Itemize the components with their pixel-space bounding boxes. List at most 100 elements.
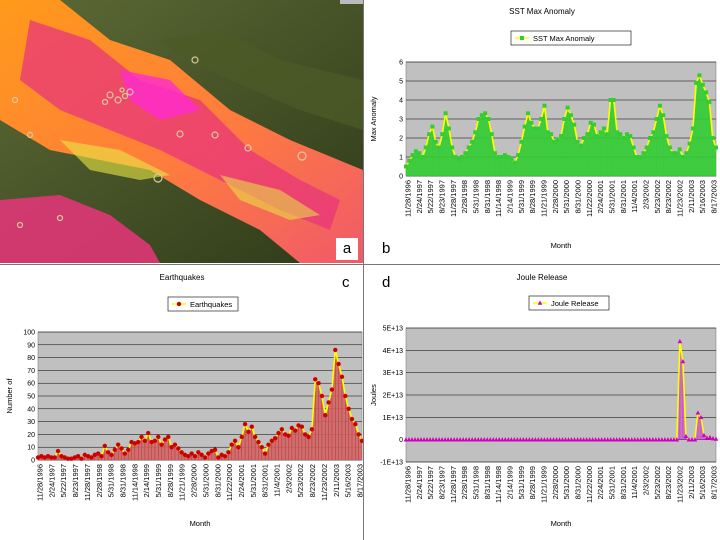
- data-point: [601, 126, 606, 131]
- y-tick-label: 3E+13: [383, 370, 404, 377]
- data-point: [119, 446, 124, 451]
- data-point: [296, 423, 301, 428]
- x-tick-label: 2/28/1998: [460, 180, 469, 213]
- data-point: [229, 442, 234, 447]
- data-point: [433, 437, 439, 442]
- southern-sea: [0, 195, 160, 263]
- data-point: [186, 453, 191, 459]
- data-point: [469, 139, 474, 144]
- data-point: [502, 153, 507, 158]
- x-tick-label: 11/28/1997: [449, 180, 458, 217]
- data-point: [611, 437, 616, 442]
- data-point: [262, 451, 268, 456]
- x-tick-label: 8/31/2000: [574, 466, 583, 499]
- series-markers: [404, 73, 718, 169]
- data-point: [626, 437, 632, 442]
- data-point: [638, 155, 643, 159]
- data-point: [279, 427, 285, 432]
- data-point: [469, 437, 475, 442]
- data-point: [132, 441, 138, 446]
- chart-legend: SST Max Anomaly: [510, 30, 632, 46]
- data-point: [49, 455, 54, 460]
- data-point: [85, 453, 91, 459]
- data-point: [69, 456, 74, 461]
- data-point: [496, 155, 501, 159]
- earthquake-chart-panel: Earthquakes Earthquakes 0 10 20 30 40 50 60 70 80 9…: [0, 266, 363, 540]
- series-area: [38, 349, 362, 460]
- y-tick-label: 3: [399, 117, 403, 124]
- x-tick-label: 2/28/1998: [95, 464, 104, 497]
- data-point: [614, 437, 619, 442]
- data-point: [75, 453, 81, 459]
- warm-band-2: [220, 175, 320, 220]
- x-tick-label: 8/23/1997: [438, 180, 447, 213]
- data-point: [136, 439, 141, 445]
- x-tick-label: 5/31/2000: [562, 180, 571, 213]
- data-point: [593, 437, 598, 442]
- data-point: [433, 139, 438, 144]
- x-tick-label: 5/31/1999: [517, 180, 526, 213]
- data-point: [713, 436, 719, 441]
- y-tick-label: 70: [27, 368, 35, 375]
- y-tick-label: 0: [31, 458, 35, 465]
- x-tick-label: 8/31/1998: [483, 180, 492, 213]
- data-point: [443, 111, 448, 116]
- x-tick-label: 5/31/2001: [608, 180, 617, 213]
- data-point: [641, 151, 646, 156]
- data-point: [545, 130, 550, 135]
- chart-legend: Joule Release: [528, 295, 610, 311]
- data-point: [506, 437, 511, 442]
- warm-band: [60, 140, 170, 180]
- data-point: [563, 437, 568, 442]
- x-tick-label: 11/22/2000: [585, 466, 594, 503]
- y-tick-label: 2E+13: [383, 393, 404, 400]
- x-tick-label: 5/16/2003: [698, 180, 707, 213]
- data-point: [176, 446, 181, 451]
- data-point: [565, 105, 570, 110]
- data-point: [578, 437, 583, 442]
- data-point: [359, 438, 363, 443]
- data-point: [252, 434, 258, 440]
- data-point: [202, 455, 208, 460]
- chart-title: SST Max Anomaly: [509, 7, 575, 16]
- data-point: [115, 442, 121, 447]
- data-point: [707, 99, 712, 104]
- sst-satellite-map: a: [0, 0, 363, 263]
- data-point: [631, 145, 636, 150]
- data-point: [35, 455, 41, 460]
- data-point: [650, 437, 656, 442]
- data-point: [52, 455, 57, 460]
- data-point: [349, 416, 355, 422]
- anomaly-hotspot: [20, 20, 340, 230]
- data-point: [695, 410, 701, 415]
- data-point: [473, 130, 478, 135]
- data-point: [196, 450, 201, 455]
- data-point: [276, 430, 281, 436]
- data-point: [427, 437, 433, 442]
- x-tick-label: 2/3/2002: [642, 180, 651, 209]
- x-tick-label: 11/21/1999: [178, 464, 187, 501]
- x-tick-label: 8/17/2003: [356, 464, 364, 497]
- data-point: [92, 452, 97, 458]
- data-point: [89, 455, 94, 460]
- data-point: [704, 90, 709, 95]
- x-tick-label: 2/24/2001: [237, 464, 246, 497]
- data-point: [529, 120, 534, 125]
- data-point: [487, 437, 493, 442]
- data-point: [575, 437, 580, 442]
- data-point: [450, 145, 455, 150]
- data-point: [179, 450, 184, 455]
- data-point: [527, 437, 532, 442]
- data-point: [55, 448, 61, 454]
- data-point: [159, 442, 164, 447]
- data-point: [329, 387, 335, 392]
- data-point: [415, 437, 421, 442]
- data-point: [460, 437, 466, 442]
- data-point: [572, 122, 577, 127]
- data-point: [667, 145, 672, 150]
- y-tick-label: 6: [399, 60, 403, 67]
- data-point: [423, 145, 428, 150]
- data-point: [641, 437, 647, 442]
- x-tick-label: 2/24/2001: [596, 180, 605, 213]
- data-point: [42, 455, 47, 460]
